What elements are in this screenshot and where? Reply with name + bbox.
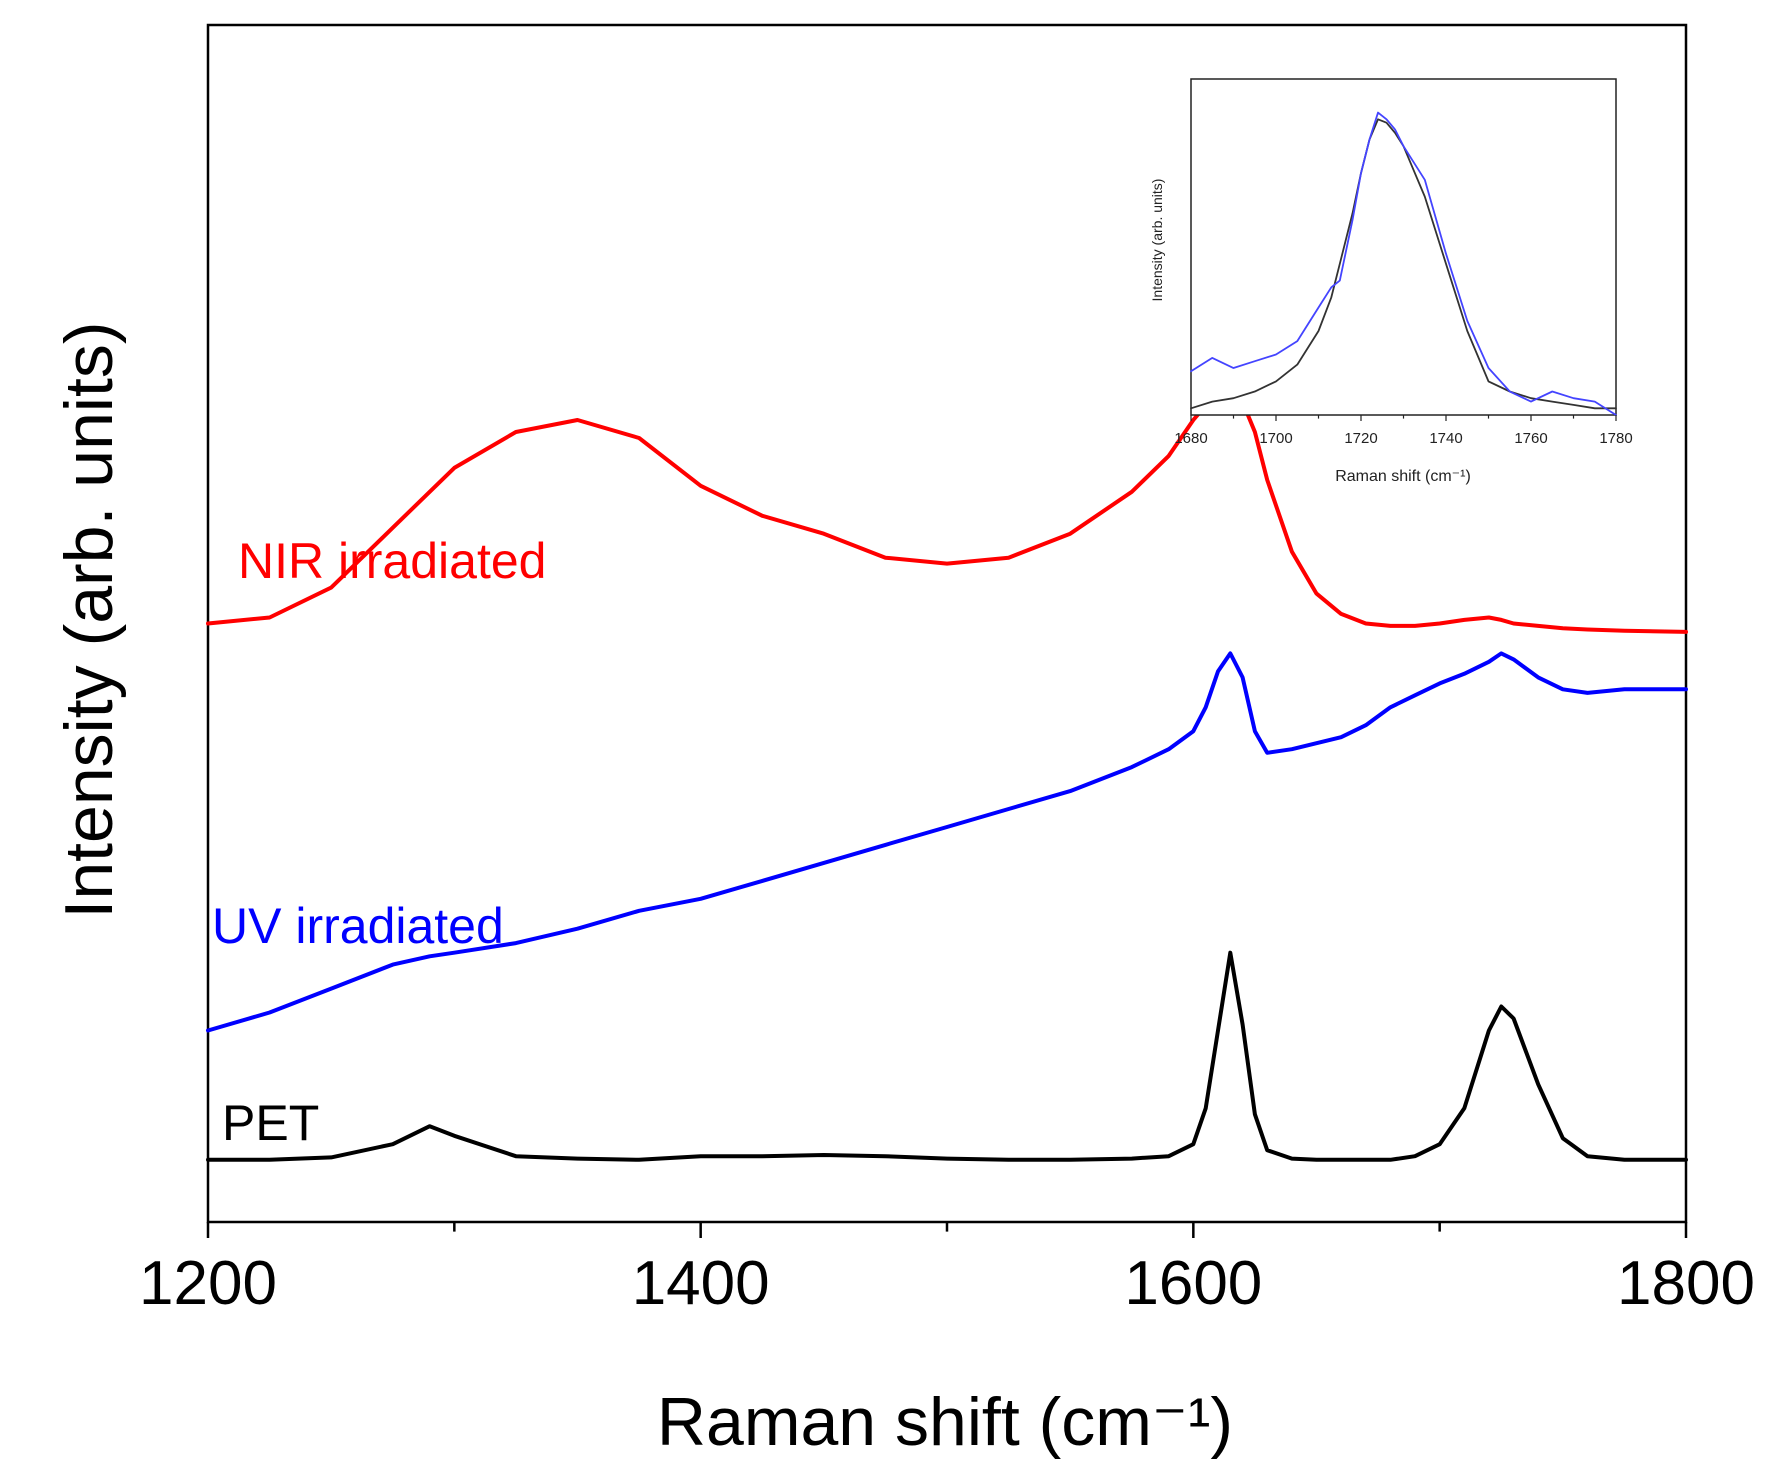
inset-x-ticks: 1680 1700 1720 1740 1760 1780 (1174, 415, 1633, 447)
main-x-ticks: 1200 1400 1600 1800 (139, 1222, 1755, 1318)
main-x-tick-label: 1800 (1617, 1249, 1755, 1318)
main-series-label-uv: UV irradiated (212, 898, 504, 954)
inset-y-axis-label: Intensity (arb. units) (1149, 179, 1165, 302)
main-series-label-nir: NIR irradiated (238, 533, 546, 589)
main-series-line-pet (206, 950, 1688, 1162)
inset-x-tick-label: 1720 (1344, 430, 1377, 447)
inset-x-tick-label: 1680 (1174, 430, 1207, 447)
inset-plot-frame (1190, 78, 1617, 416)
main-x-axis-label: Raman shift (cm⁻¹) (657, 1384, 1233, 1460)
inset-x-tick-label: 1740 (1429, 430, 1462, 447)
inset-x-tick-label: 1780 (1599, 430, 1632, 447)
main-x-tick-label: 1200 (139, 1249, 277, 1318)
main-series-line-uv-irradiated (206, 651, 1688, 1033)
inset-x-tick-label: 1760 (1514, 430, 1547, 447)
inset-x-axis-label: Raman shift (cm⁻¹) (1335, 468, 1471, 485)
inset-series-group (1190, 111, 1617, 416)
main-y-axis-label: Intensity (arb. units) (51, 321, 127, 918)
inset-series-line-blue (1190, 111, 1617, 416)
main-series-label-pet: PET (222, 1095, 319, 1151)
inset-plot: 1680 1700 1720 1740 1760 1780 Raman shift (cm… (1149, 78, 1633, 485)
main-plot: 1200 1400 1600 1800 NIR irradiated UV irrad… (51, 23, 1755, 1460)
main-x-tick-label: 1400 (632, 1249, 770, 1318)
main-x-tick-label: 1600 (1124, 1249, 1262, 1318)
inset-x-tick-label: 1700 (1259, 430, 1292, 447)
inset-series-line-black (1190, 118, 1617, 410)
